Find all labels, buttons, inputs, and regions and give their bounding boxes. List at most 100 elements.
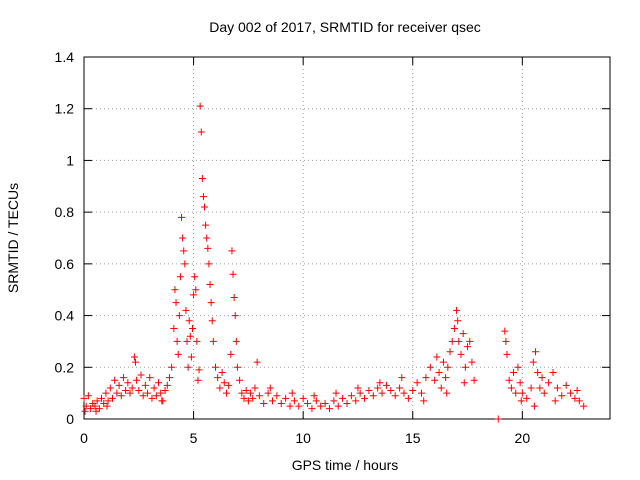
data-point xyxy=(426,363,434,371)
x-tick-label: 15 xyxy=(405,430,421,446)
data-point xyxy=(453,306,461,314)
data-point xyxy=(204,244,212,252)
data-point xyxy=(527,384,535,392)
x-tick-label: 20 xyxy=(515,430,531,446)
data-point xyxy=(443,389,451,397)
data-point xyxy=(308,405,316,413)
data-point xyxy=(220,379,228,387)
data-point xyxy=(268,397,276,405)
data-point xyxy=(517,397,525,405)
plot-area-frame xyxy=(83,56,611,420)
data-point xyxy=(170,325,178,332)
data-point xyxy=(92,407,100,415)
data-point xyxy=(206,281,214,289)
data-point xyxy=(108,394,116,402)
data-point xyxy=(194,376,202,384)
data-point xyxy=(122,387,130,395)
data-point xyxy=(180,247,188,255)
data-point xyxy=(157,389,165,397)
data-point xyxy=(553,384,561,392)
data-point xyxy=(155,379,163,387)
data-point xyxy=(176,273,184,281)
data-point xyxy=(133,376,141,384)
data-point xyxy=(119,374,127,382)
data-point xyxy=(201,203,209,211)
data-point xyxy=(310,392,318,400)
data-point xyxy=(304,399,312,407)
data-point xyxy=(202,221,210,229)
data-point xyxy=(141,381,149,389)
data-point xyxy=(332,389,340,397)
data-point xyxy=(198,175,206,183)
data-point xyxy=(507,384,515,392)
data-point xyxy=(494,415,502,423)
data-point xyxy=(376,379,384,387)
data-point xyxy=(209,337,217,345)
data-point xyxy=(165,374,173,382)
data-point xyxy=(187,353,195,361)
data-point xyxy=(466,337,474,345)
data-point xyxy=(317,402,325,410)
data-point xyxy=(457,350,465,358)
y-tick-label: 0.4 xyxy=(55,308,75,324)
x-tick-label: 0 xyxy=(80,430,88,446)
data-point xyxy=(193,337,201,345)
data-point xyxy=(516,379,524,387)
x-tick-label: 10 xyxy=(295,430,311,446)
data-point xyxy=(321,399,329,407)
data-point xyxy=(339,394,347,402)
data-point xyxy=(433,353,441,361)
data-point xyxy=(442,374,450,382)
data-point xyxy=(232,337,240,345)
data-point xyxy=(158,397,166,405)
data-point xyxy=(148,394,156,402)
data-point xyxy=(365,387,373,395)
data-point xyxy=(468,358,476,366)
data-point xyxy=(146,374,154,382)
data-point xyxy=(288,389,296,397)
data-point xyxy=(387,387,395,395)
data-point xyxy=(236,376,244,384)
data-point xyxy=(238,389,246,397)
data-point xyxy=(523,394,531,402)
data-point xyxy=(558,392,566,400)
data-point xyxy=(277,399,285,407)
data-point xyxy=(205,260,213,268)
data-point xyxy=(240,394,248,402)
data-point xyxy=(152,392,160,400)
data-point xyxy=(81,407,89,415)
data-point xyxy=(190,291,198,299)
data-point xyxy=(218,368,226,376)
data-point xyxy=(185,317,193,325)
data-point xyxy=(459,330,467,338)
data-point xyxy=(446,348,454,356)
data-point xyxy=(228,247,236,255)
y-axis-label: SRMTID / TECUs xyxy=(5,183,21,293)
data-point xyxy=(163,381,171,389)
data-point xyxy=(182,306,190,314)
data-point xyxy=(249,394,257,402)
data-point xyxy=(251,384,259,392)
data-point xyxy=(540,389,548,397)
data-point xyxy=(230,293,238,301)
data-point xyxy=(510,368,518,376)
data-point xyxy=(312,397,320,405)
data-point xyxy=(144,389,152,397)
data-point xyxy=(529,358,537,366)
data-point xyxy=(126,389,134,397)
data-point xyxy=(124,379,132,387)
y-tick-label: 0 xyxy=(66,411,74,427)
data-point xyxy=(374,384,382,392)
data-point xyxy=(264,389,272,397)
data-point xyxy=(247,389,255,397)
data-point xyxy=(282,394,290,402)
data-point xyxy=(135,387,143,395)
data-point xyxy=(178,213,186,221)
data-point xyxy=(502,337,510,345)
data-point xyxy=(454,317,462,325)
data-point xyxy=(222,389,230,397)
data-point xyxy=(400,389,408,397)
data-point xyxy=(132,358,140,366)
y-tick-label: 1 xyxy=(66,152,74,168)
